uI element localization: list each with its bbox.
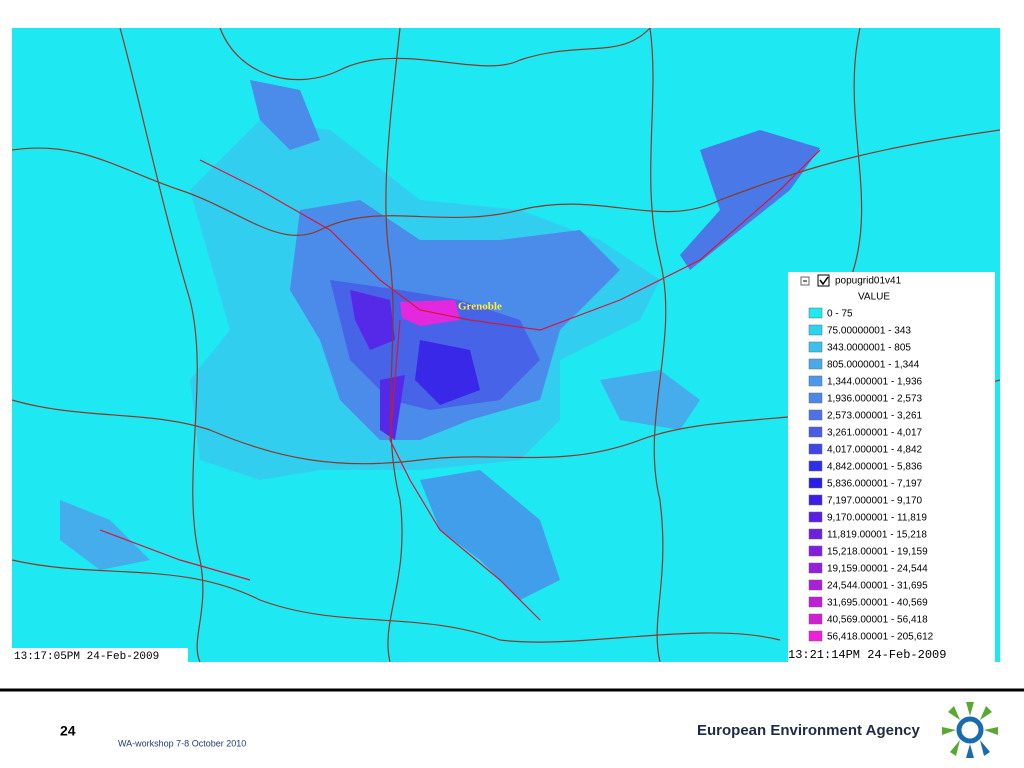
legend-label: 4,842.000001 - 5,836 [827, 462, 923, 473]
legend-swatch [808, 324, 823, 336]
event-name: WA-workshop 7-8 October 2010 [118, 738, 246, 748]
legend-swatch [808, 477, 823, 489]
legend-layer: popugrid01v41 [835, 276, 902, 287]
legend-swatch [808, 562, 823, 574]
timestamp-box [12, 648, 188, 663]
legend-label: 3,261.000001 - 4,017 [827, 428, 923, 439]
legend-swatch [808, 630, 823, 642]
page-number: 24 [60, 723, 76, 739]
legend-swatch [808, 579, 823, 591]
legend-label: 24,544.00001 - 31,695 [827, 581, 928, 592]
legend-swatch [808, 392, 823, 404]
legend-label: 7,197.000001 - 9,170 [827, 496, 923, 507]
timestamp: 13:17:05PM 24-Feb-2009 [14, 651, 159, 663]
legend-box [788, 272, 995, 662]
legend-swatch [808, 443, 823, 455]
legend-label: 56,418.00001 - 205,612 [827, 632, 934, 643]
timestamp: 13:21:14PM 24-Feb-2009 [788, 648, 946, 662]
legend-label: 40,569.00001 - 56,418 [827, 615, 928, 626]
legend-label: 4,017.000001 - 4,842 [827, 445, 923, 456]
legend-swatch [808, 460, 823, 472]
legend-swatch [808, 426, 823, 438]
legend-label: 75.00000001 - 343 [827, 326, 911, 337]
legend-label: 15,218.00001 - 19,159 [827, 547, 928, 558]
legend-label: 19,159.00001 - 24,544 [827, 564, 928, 575]
legend-swatch [808, 409, 823, 421]
layer-checkbox[interactable] [817, 274, 830, 287]
legend-swatch [808, 307, 823, 319]
agency-logo [942, 702, 998, 758]
legend-label: 31,695.00001 - 40,569 [827, 598, 928, 609]
legend-label: 0 - 75 [827, 309, 853, 320]
legend-swatch [808, 613, 823, 625]
legend-label: 5,836.000001 - 7,197 [827, 479, 923, 490]
legend-label: 805.0000001 - 1,344 [827, 360, 920, 371]
roads [99, 149, 821, 621]
legend-swatch [808, 375, 823, 387]
check-mark [819, 276, 829, 286]
legend-label: 343.0000001 - 805 [827, 343, 911, 354]
legend-label: 1,344.000001 - 1,936 [827, 377, 923, 388]
legend-swatch [808, 596, 823, 608]
legend-swatch [808, 358, 823, 370]
legend-swatch [808, 494, 823, 506]
legend-swatch [808, 511, 823, 523]
legend-swatch [808, 528, 823, 540]
legend-label: 9,170.000001 - 11,819 [827, 513, 927, 524]
boundaries [11, 27, 1001, 663]
agency-name: European Environment Agency [697, 722, 920, 739]
legend-label: 11,819.00001 - 15,218 [827, 530, 927, 541]
legend-label: 1,936.000001 - 2,573 [827, 394, 923, 405]
legend-swatch [808, 341, 823, 353]
legend-label: 2,573.000001 - 3,261 [827, 411, 923, 422]
legend-field: VALUE [858, 292, 890, 303]
place-label: Grenoble [458, 301, 502, 313]
legend-swatch [808, 545, 823, 557]
